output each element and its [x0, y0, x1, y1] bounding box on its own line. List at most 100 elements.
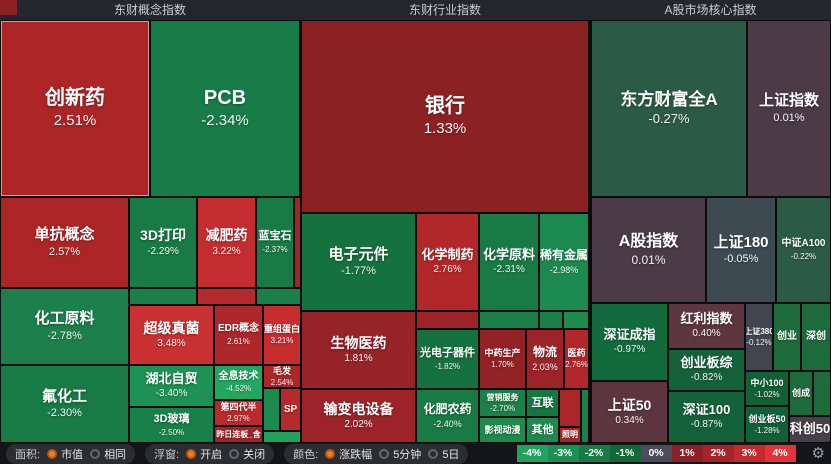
- treemap-tile-银行[interactable]: 银行 1.33%: [302, 21, 588, 212]
- tile-percent: 2.61%: [227, 336, 250, 346]
- tile-percent: 1.70%: [491, 360, 514, 370]
- tile-percent: 3.22%: [212, 245, 241, 257]
- treemap-tile-创业板综[interactable]: 创业板综 -0.82%: [669, 350, 744, 390]
- scale-segment--2%[interactable]: -2%: [578, 445, 610, 462]
- treemap-tile-上证380[interactable]: 上证380 -0.12%: [746, 304, 772, 370]
- treemap-tile-A股指数[interactable]: A股指数 0.01%: [592, 198, 705, 302]
- treemap-tile-其他[interactable]: 其他: [527, 418, 558, 442]
- treemap-tile-物流[interactable]: 物流 2.03%: [527, 330, 563, 388]
- treemap-tile-重组蛋白[interactable]: 重组蛋白 3.21%: [264, 306, 300, 364]
- treemap-tile-上证指数[interactable]: 上证指数 0.01%: [748, 21, 830, 196]
- treemap-tile-蓝宝石[interactable]: 蓝宝石 -2.37%: [257, 198, 293, 287]
- treemap-tile[interactable]: [417, 312, 478, 328]
- tile-label: 第四代半: [220, 402, 257, 413]
- radio-option-关闭[interactable]: 关闭: [229, 446, 265, 462]
- treemap-tile[interactable]: [257, 289, 300, 304]
- treemap-tile-互联[interactable]: 互联: [527, 390, 558, 416]
- radio-option-5分钟[interactable]: 5分钟: [379, 446, 421, 462]
- tile-percent: 2.03%: [532, 361, 558, 372]
- scale-segment--3%[interactable]: -3%: [547, 445, 579, 462]
- treemap-tile-化学原料[interactable]: 化学原料 -2.31%: [480, 214, 538, 310]
- treemap-tile-氟化工[interactable]: 氟化工 -2.30%: [1, 366, 128, 442]
- treemap-tile-创成[interactable]: 创成: [790, 372, 812, 415]
- tile-label: 科创50: [790, 421, 830, 437]
- treemap-tile-深证成指[interactable]: 深证成指 -0.97%: [592, 304, 667, 380]
- treemap-tile-3D打印[interactable]: 3D打印 -2.29%: [130, 198, 196, 287]
- treemap-tile-化肥农药[interactable]: 化肥农药 -2.40%: [417, 390, 478, 442]
- treemap-tile[interactable]: [130, 289, 196, 304]
- treemap-tile-红利指数[interactable]: 红利指数 0.40%: [669, 304, 744, 348]
- treemap-tile-化学制药[interactable]: 化学制药 2.76%: [417, 214, 478, 310]
- treemap-tile-中证A100[interactable]: 中证A100 -0.22%: [777, 198, 830, 302]
- settings-gear-icon[interactable]: ⚙: [811, 445, 825, 462]
- tile-percent: 2.02%: [344, 419, 373, 431]
- tile-percent: -0.22%: [790, 251, 817, 261]
- treemap-tile-第四代半[interactable]: 第四代半 2.97%: [215, 401, 262, 425]
- scale-segment--4%[interactable]: -4%: [516, 445, 548, 462]
- scale-segment--1%[interactable]: -1%: [609, 445, 641, 462]
- treemap-tile[interactable]: [295, 198, 300, 287]
- treemap-tile[interactable]: [0, 0, 17, 15]
- radio-option-市值[interactable]: 市值: [47, 446, 83, 462]
- treemap-tile[interactable]: [540, 312, 562, 328]
- tile-label: 医药: [567, 348, 586, 359]
- treemap-tile-深证100[interactable]: 深证100 -0.87%: [669, 392, 744, 442]
- treemap-tile-东方财富全A[interactable]: 东方财富全A -0.27%: [592, 21, 746, 196]
- scale-segment-1%[interactable]: 1%: [671, 445, 703, 462]
- treemap-tile-稀有金属[interactable]: 稀有金属 -2.98%: [540, 214, 588, 310]
- treemap-tile-创新药[interactable]: 创新药 2.51%: [1, 21, 149, 196]
- treemap-tile-生物医药[interactable]: 生物医药 1.81%: [302, 312, 415, 388]
- treemap-tile-影视动漫[interactable]: 影视动漫: [480, 418, 525, 442]
- treemap-tile-PCB[interactable]: PCB -2.34%: [151, 21, 299, 196]
- tile-label: 营销服务: [486, 392, 519, 402]
- tile-label: 输变电设备: [323, 400, 394, 417]
- treemap-tile-医药[interactable]: 医药 2.76%: [565, 330, 588, 388]
- tile-percent: -2.31%: [493, 264, 525, 276]
- treemap-tile-营销服务[interactable]: 营销服务 -2.70%: [480, 390, 525, 416]
- scale-segment-3%[interactable]: 3%: [733, 445, 765, 462]
- treemap-tile-深创[interactable]: 深创: [802, 304, 830, 370]
- tile-label: 创业板综: [680, 354, 733, 370]
- scale-segment-2%[interactable]: 2%: [702, 445, 734, 462]
- radio-option-5日[interactable]: 5日: [428, 446, 459, 462]
- radio-option-相同[interactable]: 相同: [90, 446, 126, 462]
- treemap-tile[interactable]: [814, 372, 830, 415]
- treemap-tile-超级真菌[interactable]: 超级真菌 3.48%: [130, 306, 213, 364]
- treemap-tile-湖北自贸[interactable]: 湖北自贸 -3.40%: [130, 366, 213, 406]
- treemap-tile-化工原料[interactable]: 化工原料 -2.78%: [1, 289, 128, 364]
- treemap-tile-毛发[interactable]: 毛发 2.54%: [264, 366, 300, 387]
- treemap-tile[interactable]: [582, 390, 588, 442]
- treemap-tile-减肥药[interactable]: 减肥药 3.22%: [198, 198, 255, 287]
- treemap-tile[interactable]: [564, 312, 588, 328]
- tile-label: 创业: [777, 331, 797, 343]
- treemap-tile-上证50[interactable]: 上证50 0.34%: [592, 382, 667, 442]
- radio-option-text: 5分钟: [393, 448, 422, 461]
- treemap-tile[interactable]: [198, 289, 255, 304]
- treemap-tile-中药生产[interactable]: 中药生产 1.70%: [480, 330, 525, 388]
- tile-label: 上证50: [607, 396, 652, 413]
- treemap-tile-中小100[interactable]: 中小100 -1.02%: [746, 372, 788, 405]
- treemap-tile-SP[interactable]: SP: [281, 389, 300, 430]
- scale-segment-4%[interactable]: 4%: [764, 445, 796, 462]
- scale-segment-0%[interactable]: 0%: [640, 445, 672, 462]
- treemap-tile-上证180[interactable]: 上证180 -0.05%: [707, 198, 775, 302]
- treemap-tile-光电子器件[interactable]: 光电子器件 -1.82%: [417, 330, 478, 388]
- treemap-tile-EDR概念[interactable]: EDR概念 2.61%: [215, 306, 262, 364]
- radio-option-开启[interactable]: 开启: [186, 446, 222, 462]
- treemap-tile-科创50[interactable]: 科创50: [790, 417, 830, 442]
- treemap-tile-昨日连板_含[interactable]: 昨日连板_含: [215, 427, 262, 442]
- treemap-tile-创业[interactable]: 创业: [774, 304, 800, 370]
- treemap-tile-单抗概念[interactable]: 单抗概念 2.57%: [1, 198, 128, 287]
- treemap-tile-电子元件[interactable]: 电子元件 -1.77%: [302, 214, 415, 310]
- treemap-tile[interactable]: [560, 390, 580, 426]
- radio-option-涨跌幅[interactable]: 涨跌幅: [325, 446, 372, 462]
- treemap-tile-照明[interactable]: 照明: [560, 428, 580, 442]
- treemap-tile-输变电设备[interactable]: 输变电设备 2.02%: [302, 390, 415, 442]
- treemap-tile[interactable]: [480, 312, 538, 328]
- treemap-tile[interactable]: [264, 389, 279, 430]
- treemap-tile-创业板50[interactable]: 创业板50 -1.28%: [746, 407, 788, 442]
- treemap-tile-全息技术[interactable]: 全息技术 -4.52%: [215, 366, 262, 399]
- tile-label: 中药生产: [484, 348, 521, 359]
- treemap-tile[interactable]: [264, 432, 300, 442]
- treemap-tile-3D玻璃[interactable]: 3D玻璃 -2.50%: [130, 408, 213, 442]
